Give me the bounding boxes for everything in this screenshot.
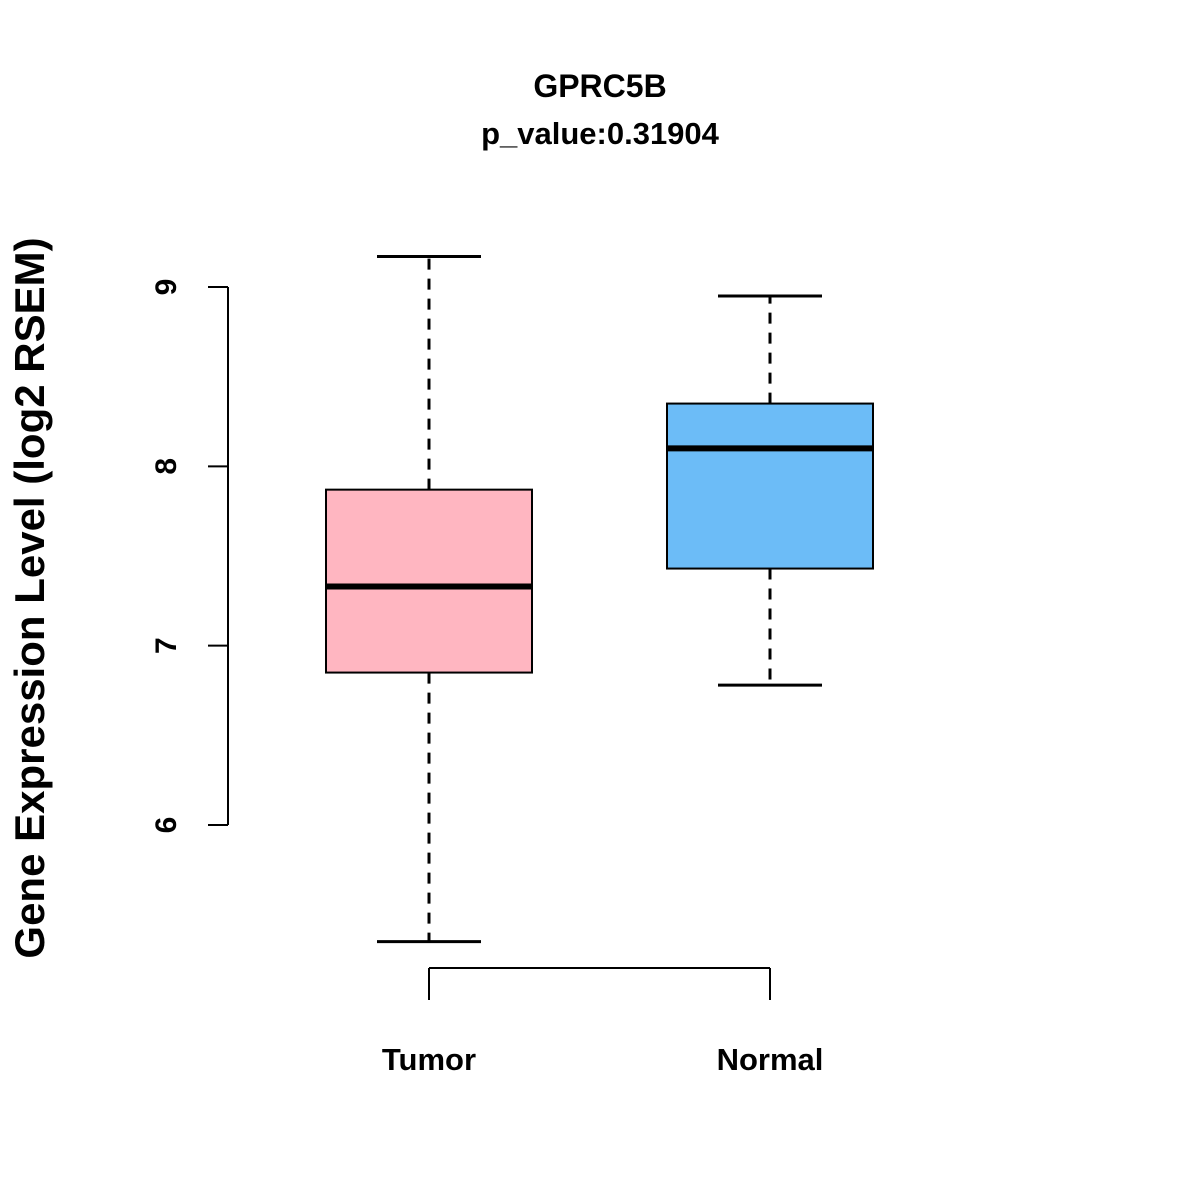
category-label-normal: Normal (717, 1042, 824, 1077)
title-block: GPRC5B p_value:0.31904 (0, 70, 1200, 149)
y-tick-label: 7 (150, 637, 183, 654)
chart-title: GPRC5B (533, 68, 667, 104)
y-tick-label: 9 (150, 279, 183, 296)
y-tick-label: 8 (150, 458, 183, 475)
y-tick-label: 6 (150, 817, 183, 834)
box-tumor (325, 488, 533, 674)
category-label-tumor: Tumor (382, 1042, 476, 1077)
chart-subtitle: p_value:0.31904 (481, 116, 719, 151)
box-normal (666, 402, 874, 570)
